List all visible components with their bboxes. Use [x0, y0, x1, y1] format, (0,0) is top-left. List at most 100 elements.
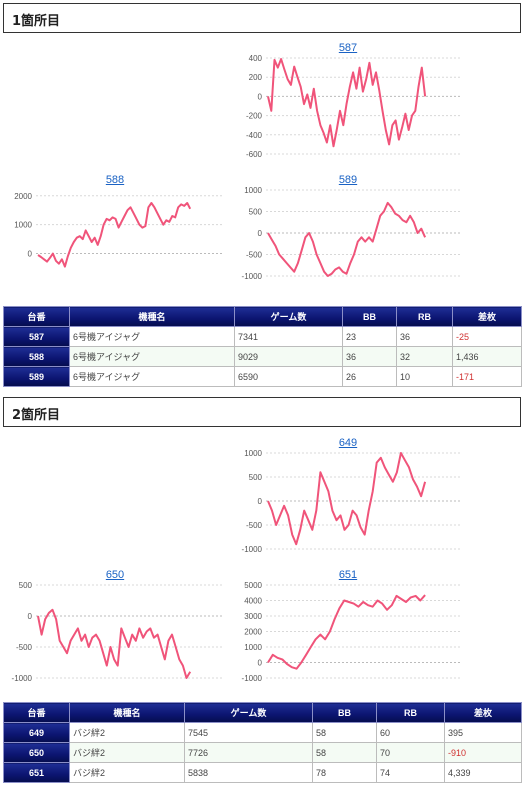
rb-count: 60	[376, 722, 445, 743]
machine-name: バジ絆2	[69, 722, 185, 743]
game-count: 9029	[234, 346, 343, 367]
rb-count: 36	[396, 326, 453, 347]
line-chart-svg: 400 200 0 -200 -400 -600	[246, 54, 460, 159]
chart-588: 2000 1000 0 588	[2, 174, 228, 274]
table-row: 650 バジ絆2 7726 58 70 -910	[3, 742, 522, 763]
rb-count: 10	[396, 366, 453, 387]
diff-value: -171	[452, 366, 522, 387]
y-tick-label: 0	[258, 497, 263, 506]
line-chart-svg: 1000 500 0 -500 -1000	[242, 449, 460, 554]
y-tick-label: 1000	[244, 643, 262, 652]
diff-value: 4,339	[444, 762, 522, 783]
table-row: 587 6号機アイジャグ 7341 23 36 -25	[3, 326, 522, 347]
machine-number[interactable]: 588	[3, 346, 70, 367]
y-tick-label: -600	[246, 150, 263, 159]
line-chart-svg: 500 0 -500 -1000	[12, 581, 224, 683]
machine-name: バジ絆2	[69, 742, 185, 763]
machine-number[interactable]: 650	[3, 742, 70, 763]
rb-count: 32	[396, 346, 453, 367]
y-tick-label: 500	[19, 581, 33, 590]
machine-name: バジ絆2	[69, 762, 185, 783]
machine-number[interactable]: 587	[3, 326, 70, 347]
game-count: 7726	[184, 742, 313, 763]
diff-value: 395	[444, 722, 522, 743]
y-tick-label: 0	[28, 612, 33, 621]
y-tick-label: -1000	[12, 674, 33, 683]
y-tick-label: 5000	[244, 581, 262, 590]
series-line	[267, 58, 427, 148]
machine-name: 6号機アイジャグ	[69, 326, 235, 347]
y-tick-label: 4000	[244, 597, 262, 606]
y-tick-label: 500	[249, 208, 263, 217]
y-tick-label: 3000	[244, 612, 262, 621]
header-diff: 差枚	[444, 702, 522, 723]
bb-count: 58	[312, 722, 377, 743]
header-number: 台番	[3, 306, 70, 327]
chart-title-link[interactable]: 651	[338, 569, 358, 581]
line-chart-svg: 1000 500 0 -500 -1000	[242, 186, 460, 281]
diff-value: 1,436	[452, 346, 522, 367]
chart-title-link[interactable]: 650	[105, 569, 125, 581]
chart-title-link[interactable]: 587	[338, 42, 358, 54]
bb-count: 78	[312, 762, 377, 783]
chart-title-link[interactable]: 589	[338, 174, 358, 186]
series-line	[267, 452, 427, 546]
y-tick-label: -500	[246, 521, 263, 530]
y-tick-label: -500	[246, 251, 263, 260]
chart-title-link[interactable]: 649	[338, 437, 358, 449]
chart-587: 400 200 0 -200 -400 -600 587	[232, 42, 464, 160]
y-tick-label: -1000	[242, 674, 263, 683]
y-tick-label: -200	[246, 112, 263, 121]
machine-number[interactable]: 589	[3, 366, 70, 387]
series-line	[267, 594, 426, 670]
y-tick-label: 0	[258, 659, 263, 668]
game-count: 5838	[184, 762, 313, 783]
header-number: 台番	[3, 702, 70, 723]
game-count: 7545	[184, 722, 313, 743]
table-row: 649 バジ絆2 7545 58 60 395	[3, 722, 522, 743]
rb-count: 74	[376, 762, 445, 783]
y-tick-label: 400	[249, 54, 263, 63]
results-table-1: 台番 機種名 ゲーム数 BB RB 差枚 587 6号機アイジャグ 7341 2…	[3, 306, 522, 387]
chart-589: 1000 500 0 -500 -1000 589	[232, 174, 464, 282]
bb-count: 36	[342, 346, 397, 367]
section-title-2: 2箇所目	[3, 397, 521, 427]
chart-651: 5000 4000 3000 2000 1000 0 -1000 651	[232, 569, 464, 684]
bb-count: 23	[342, 326, 397, 347]
y-tick-label: 1000	[244, 186, 262, 195]
y-tick-label: 0	[258, 229, 263, 238]
bb-count: 26	[342, 366, 397, 387]
header-machine: 機種名	[69, 306, 235, 327]
machine-number[interactable]: 649	[3, 722, 70, 743]
rb-count: 70	[376, 742, 445, 763]
header-games: ゲーム数	[234, 306, 343, 327]
y-tick-label: 500	[249, 473, 263, 482]
header-games: ゲーム数	[184, 702, 313, 723]
table-row: 589 6号機アイジャグ 6590 26 10 -171	[3, 366, 522, 387]
y-tick-label: 1000	[244, 449, 262, 458]
y-tick-label: 1000	[14, 221, 32, 230]
header-rb: RB	[396, 306, 453, 327]
y-tick-label: -500	[16, 643, 33, 652]
machine-name: 6号機アイジャグ	[69, 366, 235, 387]
series-line	[37, 608, 192, 679]
section-title-1: 1箇所目	[3, 3, 521, 33]
series-line	[37, 202, 192, 268]
header-rb: RB	[376, 702, 445, 723]
game-count: 7341	[234, 326, 343, 347]
series-line	[267, 201, 427, 277]
table-row: 588 6号機アイジャグ 9029 36 32 1,436	[3, 346, 522, 367]
y-tick-label: 0	[258, 92, 263, 101]
y-tick-label: 0	[28, 250, 33, 259]
line-chart-svg: 2000 1000 0	[14, 192, 224, 268]
results-table-2: 台番 機種名 ゲーム数 BB RB 差枚 649 バジ絆2 7545 58 60…	[3, 702, 522, 783]
chart-title-link[interactable]: 588	[105, 174, 125, 186]
table-row: 651 バジ絆2 5838 78 74 4,339	[3, 762, 522, 783]
machine-name: 6号機アイジャグ	[69, 346, 235, 367]
y-tick-label: 2000	[244, 628, 262, 637]
chart-649: 1000 500 0 -500 -1000 649	[232, 437, 464, 555]
machine-number[interactable]: 651	[3, 762, 70, 783]
y-tick-label: -1000	[242, 272, 263, 281]
bb-count: 58	[312, 742, 377, 763]
y-tick-label: -1000	[242, 545, 263, 554]
